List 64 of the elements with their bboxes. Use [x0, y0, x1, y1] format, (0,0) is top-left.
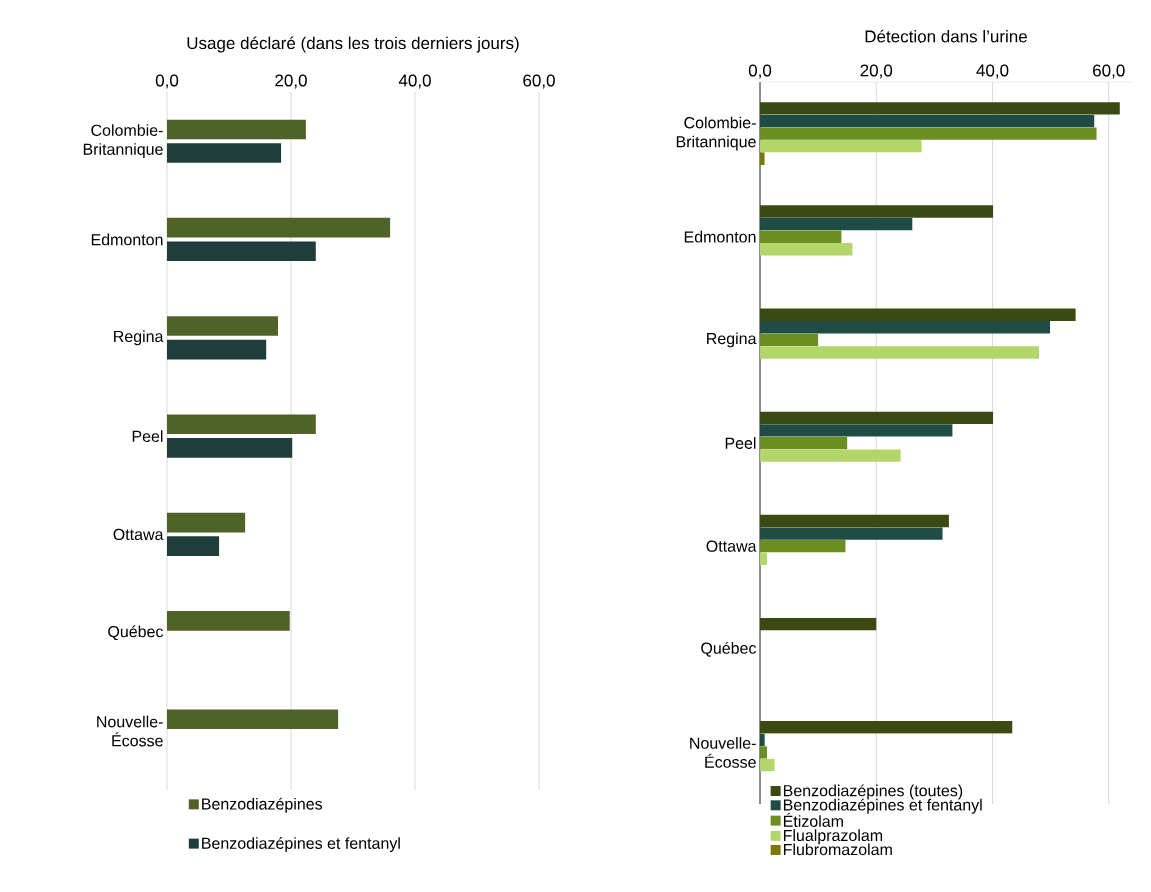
bar [760, 411, 994, 425]
y-tick-label: Colombie-Britannique [83, 124, 163, 159]
x-tick-label: 20,0 [860, 64, 893, 79]
x-tick-label: 60,0 [523, 74, 555, 89]
bar [760, 758, 775, 772]
bar [760, 617, 877, 631]
bar [760, 527, 943, 540]
bar [760, 333, 819, 347]
bar [167, 414, 316, 435]
y-tick-label: Edmonton [91, 233, 163, 246]
bar [760, 230, 842, 243]
y-tick-label: Québec [701, 641, 757, 657]
x-tick-label: 20,0 [275, 74, 307, 89]
y-tick-label: Ottawa [706, 540, 757, 552]
bar [167, 241, 316, 262]
bar [760, 139, 922, 153]
y-tick-label: Peel [725, 437, 756, 449]
bar [760, 539, 846, 553]
bar [760, 127, 1097, 140]
bar [760, 205, 994, 218]
bar [760, 424, 953, 437]
bar [167, 217, 391, 238]
x-tick-label: 0,0 [155, 74, 179, 89]
y-tick-label: Ottawa [113, 528, 164, 541]
legend-label: Flubromazolam [783, 843, 892, 856]
y-tick-label: Nouvelle-Écosse [97, 715, 163, 747]
legend-label: Benzodiazépines [202, 797, 323, 813]
chart-title: Détection dans l’urine [865, 29, 1027, 43]
bar [760, 243, 853, 256]
y-tick-label: Edmonton [684, 230, 756, 243]
bar [760, 114, 1095, 128]
y-tick-label: Regina [114, 330, 164, 346]
y-tick-label: Nouvelle-Écosse [690, 737, 756, 768]
bar [760, 721, 1013, 734]
x-tick-label: 0,0 [748, 64, 772, 79]
bar [167, 316, 278, 336]
bar [167, 143, 282, 163]
bar [167, 339, 267, 360]
bar [167, 709, 339, 730]
bar [760, 308, 1076, 321]
bar [167, 438, 293, 458]
y-tick-label: Québec [108, 625, 164, 641]
legend-label: Benzodiazépines (toutes) [783, 784, 963, 800]
legend-label: Flualprazolam [783, 829, 883, 845]
bar [167, 119, 306, 140]
x-tick-label: 60,0 [1093, 64, 1125, 79]
legend-label: Étizolam [783, 812, 843, 827]
bar [760, 436, 848, 450]
bar [167, 611, 290, 631]
chart-title: Usage déclaré (dans les trois derniers jours) [187, 36, 519, 53]
y-tick-label: Colombie-Britannique [676, 116, 756, 151]
bar [760, 514, 949, 528]
bar [760, 449, 901, 462]
bar [167, 536, 220, 557]
y-tick-label: Regina [707, 332, 757, 348]
bar [760, 217, 913, 231]
legend-label: Benzodiazépines et fentanyl [202, 836, 400, 853]
bar [167, 512, 246, 533]
y-tick-label: Peel [132, 430, 163, 442]
x-tick-label: 40,0 [398, 74, 431, 89]
bar [760, 346, 1040, 359]
bar [760, 321, 1051, 334]
x-tick-label: 40,0 [976, 64, 1009, 79]
bar [760, 102, 1120, 115]
